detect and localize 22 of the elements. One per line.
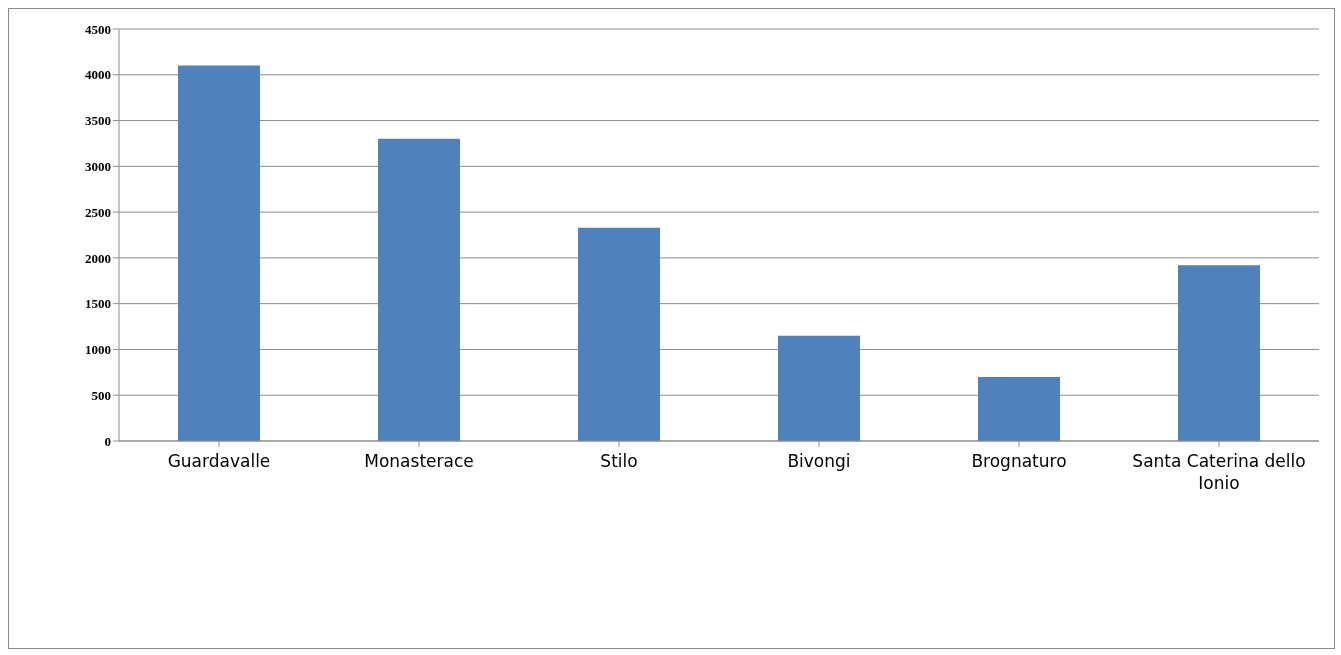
y-tick-label: 4500 <box>85 21 111 37</box>
bar <box>778 335 860 441</box>
y-tick-label: 2000 <box>85 250 111 266</box>
bar <box>378 138 460 441</box>
x-tick-label: Brognaturo <box>971 451 1067 471</box>
y-tick-label: 3000 <box>85 158 111 174</box>
y-tick-label: 1000 <box>85 342 111 358</box>
x-tick-label: Monasterace <box>364 451 474 471</box>
x-tick-label: Bivongi <box>787 451 851 471</box>
bar <box>578 227 660 441</box>
x-tick-label: Guardavalle <box>167 451 271 471</box>
bar <box>178 65 260 441</box>
y-tick-label: 0 <box>104 433 111 449</box>
y-tick-label: 3500 <box>85 113 111 129</box>
x-tick-label: Stilo <box>600 451 638 471</box>
y-tick-label: 500 <box>91 387 111 403</box>
x-tick-label: Santa Caterina dello Ionio <box>1132 451 1306 493</box>
y-tick-label: 2500 <box>85 204 111 220</box>
y-tick-label: 1500 <box>85 296 111 312</box>
y-tick-label: 4000 <box>85 67 111 83</box>
bar <box>1178 265 1260 441</box>
bar <box>978 376 1060 441</box>
